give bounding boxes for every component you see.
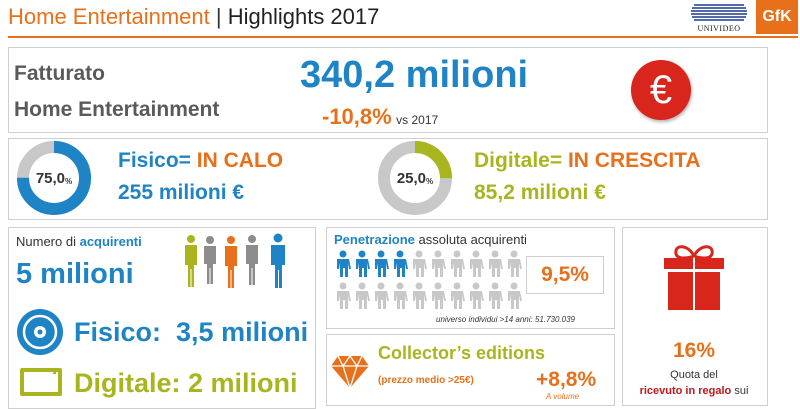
collectors-subtitle: (prezzo medio >25€) xyxy=(378,375,474,386)
person-icon xyxy=(451,250,465,277)
univideo-logo: UNIVIDEO xyxy=(690,2,748,36)
physical-amount: 255 milioni € xyxy=(118,181,245,204)
page-title: Home Entertainment | Highlights 2017 xyxy=(8,4,379,30)
collectors-panel xyxy=(326,334,615,406)
revenue-label-line1: Fatturato xyxy=(14,62,105,85)
collectors-title: Collector’s editions xyxy=(378,343,546,363)
person-icon xyxy=(413,250,427,277)
physical-label: Fisico= IN CALO xyxy=(118,149,284,172)
person-icon-highlighted xyxy=(337,250,351,277)
penetration-note: universo individui >14 anni: 51.730.039 xyxy=(436,315,575,324)
person-icon xyxy=(246,235,258,285)
penetration-value-box: 9,5% xyxy=(526,256,604,294)
gift-icon xyxy=(662,242,726,312)
title-separator: | xyxy=(209,4,228,29)
euro-icon: € xyxy=(631,60,691,120)
digital-share-arc xyxy=(378,141,452,215)
person-icon xyxy=(271,233,285,288)
person-icon xyxy=(470,250,484,277)
disc-icon xyxy=(16,308,64,356)
digital-label: Digitale= IN CRESCITA xyxy=(474,149,701,172)
revenue-change-line: -10,8% vs 2017 xyxy=(322,104,438,130)
gfk-logo-text: GfK xyxy=(762,8,792,25)
person-icon xyxy=(375,282,389,309)
person-icon xyxy=(337,282,351,309)
revenue-change: -10,8% xyxy=(322,104,392,129)
penetration-people-grid xyxy=(334,250,524,314)
person-icon xyxy=(508,282,522,309)
header-rule xyxy=(8,36,798,38)
person-icon-highlighted xyxy=(394,250,408,277)
digital-amount: 85,2 milioni € xyxy=(474,181,606,204)
diamond-icon xyxy=(330,350,370,390)
collectors-change: +8,8% xyxy=(536,368,597,391)
person-icon xyxy=(489,282,503,309)
revenue-value: 340,2 milioni xyxy=(300,54,529,96)
gift-line1: Quota del xyxy=(670,369,718,381)
person-icon xyxy=(470,282,484,309)
person-icon xyxy=(225,236,237,288)
buyers-label: Numero di acquirenti xyxy=(16,234,142,249)
person-icon xyxy=(185,235,197,287)
person-icon xyxy=(432,282,446,309)
gift-value: 16% xyxy=(672,339,716,362)
person-icon-highlighted xyxy=(375,250,389,277)
physical-donut: 75,0% xyxy=(16,140,92,216)
title-part2: Highlights 2017 xyxy=(227,4,380,29)
buyers-digital: Digitale: 2 milioni xyxy=(74,368,298,398)
person-icon xyxy=(432,250,446,277)
person-icon xyxy=(413,282,427,309)
collectors-change-note: A volume xyxy=(546,392,580,401)
person-icon xyxy=(508,250,522,277)
physical-percent: 75,0% xyxy=(35,169,73,187)
buyers-people-icon xyxy=(182,232,306,292)
person-icon xyxy=(356,282,370,309)
person-icon xyxy=(451,282,465,309)
digital-percent: 25,0% xyxy=(396,169,434,187)
title-part1: Home Entertainment xyxy=(8,4,210,29)
buyers-total: 5 milioni xyxy=(16,258,134,290)
gfk-logo: GfK xyxy=(756,0,798,34)
univideo-logo-text: UNIVIDEO xyxy=(697,24,741,33)
revenue-change-suffix: vs 2017 xyxy=(396,113,439,127)
buyers-physical: Fisico: 3,5 milioni xyxy=(74,317,309,347)
person-icon xyxy=(394,282,408,309)
digital-donut: 25,0% xyxy=(377,140,453,216)
penetration-label: Penetrazione assoluta acquirenti xyxy=(334,232,527,247)
person-icon xyxy=(489,250,503,277)
gift-line2: ricevuto in regalo sui xyxy=(639,385,749,397)
person-icon-highlighted xyxy=(356,250,370,277)
revenue-label-line2: Home Entertainment xyxy=(14,98,220,121)
laptop-icon xyxy=(16,364,66,400)
person-icon xyxy=(204,236,216,284)
physical-share-arc xyxy=(17,141,91,215)
